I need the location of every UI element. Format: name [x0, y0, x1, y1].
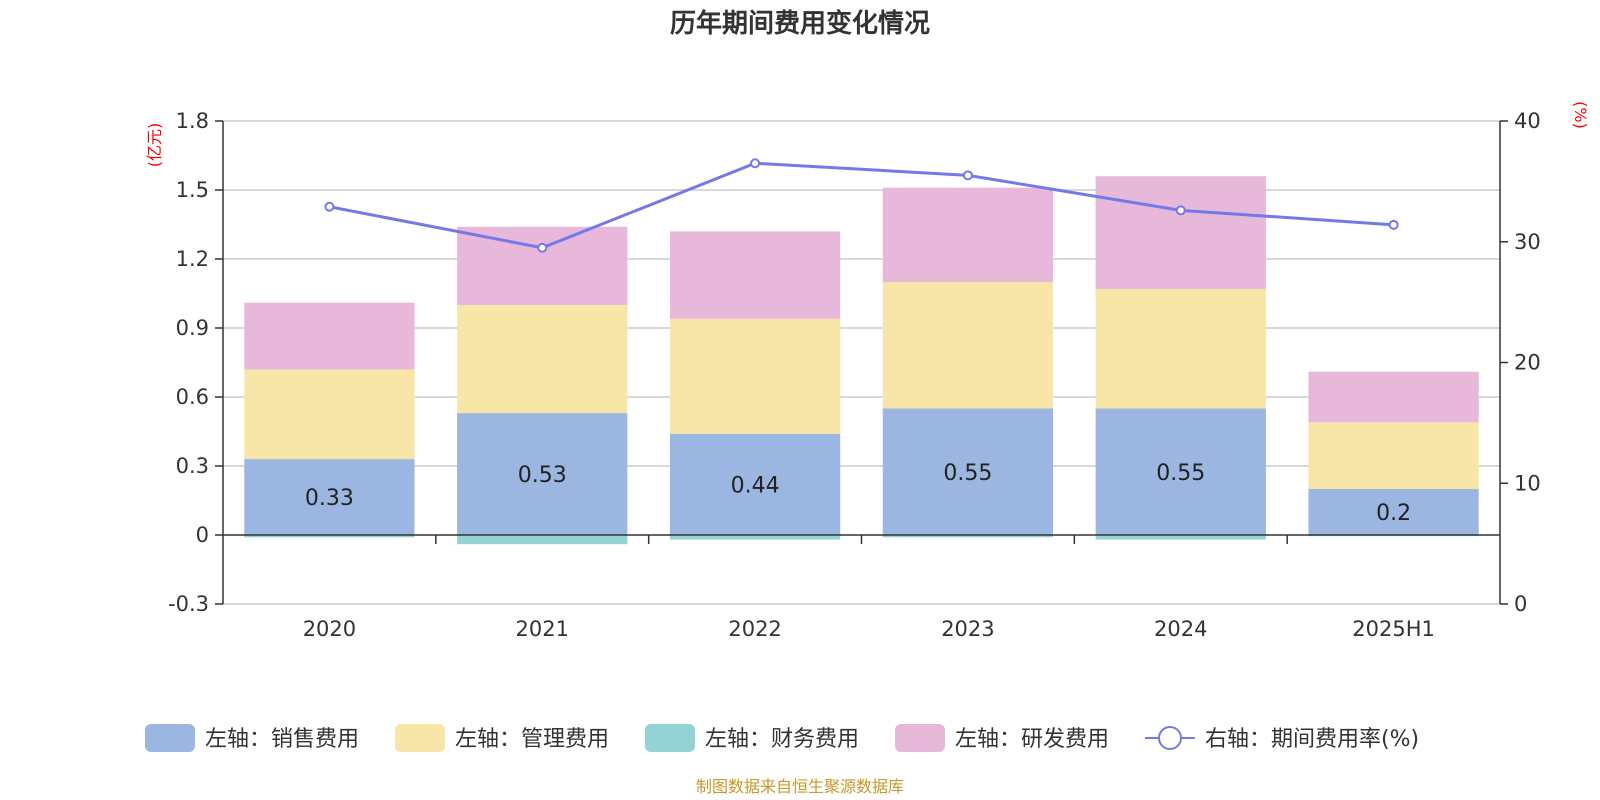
category-label: 2020	[303, 617, 356, 641]
legend: 左轴：销售费用 左轴：管理费用 左轴：财务费用 左轴：研发费用 右轴：期间费用率(%)	[145, 724, 1419, 752]
data-label: 0.33	[305, 486, 354, 511]
left-tick-label: 0.9	[176, 316, 209, 340]
rate-point	[324, 201, 335, 212]
left-tick-label: -0.3	[168, 592, 209, 616]
bar-segment	[882, 408, 1054, 535]
rate-point	[537, 242, 548, 253]
left-tick-label: 1.5	[176, 178, 209, 202]
data-label: 0.44	[731, 473, 780, 498]
legend-swatch	[145, 724, 195, 752]
legend-swatch	[395, 724, 445, 752]
legend-label: 左轴：管理费用	[455, 727, 609, 752]
bar-segment	[457, 226, 628, 305]
legend-marker	[1158, 726, 1182, 750]
right-tick-label: 0	[1514, 592, 1527, 616]
rate-line	[324, 158, 1399, 253]
bar-segment	[244, 535, 415, 538]
left-tick-label: 0	[196, 523, 209, 547]
bar-segment	[669, 231, 841, 319]
axes: 1.8 1.5 1.2 0.9 0.6 0.3 0 -0.3 40 30 20 10 0 2020 2021…	[168, 109, 1541, 641]
bar-segment	[882, 535, 1054, 538]
source-note: 制图数据来自恒生聚源数据库	[696, 777, 904, 796]
category-label: 2023	[941, 617, 994, 641]
legend-swatch	[645, 724, 695, 752]
grid-lines	[223, 120, 1500, 605]
bar-segment	[244, 302, 415, 370]
bar-segment	[1308, 371, 1479, 423]
category-label: 2025H1	[1352, 617, 1435, 641]
left-tick-label: 1.2	[176, 247, 209, 271]
rate-point	[1388, 219, 1399, 230]
data-label: 0.55	[1156, 461, 1205, 486]
category-label: 2021	[516, 617, 569, 641]
bar-segment	[244, 459, 415, 535]
chart-title: 历年期间费用变化情况	[670, 8, 930, 39]
left-tick-label: 1.8	[176, 109, 209, 133]
bar-segment	[1095, 408, 1266, 535]
left-tick-label: 0.6	[176, 385, 209, 409]
data-labels: 0.33 0.53 0.44 0.55 0.55 0.2	[305, 461, 1411, 526]
legend-label: 左轴：销售费用	[205, 727, 359, 752]
bar-segment	[457, 413, 628, 535]
right-tick-label: 20	[1514, 351, 1541, 375]
category-label: 2022	[728, 617, 781, 641]
right-tick-label: 40	[1514, 109, 1541, 133]
bar-segment	[669, 535, 841, 540]
bar-segment	[1095, 535, 1266, 540]
legend-swatch	[895, 724, 945, 752]
bar-segment	[457, 535, 628, 545]
bar-segment	[1308, 489, 1479, 535]
right-axis-unit: (%)	[1571, 101, 1590, 129]
rate-point	[962, 170, 973, 181]
bar-segment	[457, 305, 628, 414]
data-label: 0.55	[943, 461, 992, 486]
data-label: 0.53	[518, 463, 567, 488]
bar-segment	[1308, 422, 1479, 489]
bar-segment	[882, 187, 1054, 282]
bar-segment	[669, 433, 841, 535]
legend-label: 右轴：期间费用率(%)	[1205, 727, 1419, 752]
legend-label: 左轴：研发费用	[955, 727, 1109, 752]
rate-point	[750, 158, 761, 169]
rate-point	[1175, 205, 1186, 216]
left-axis-unit: (亿元)	[145, 123, 164, 168]
left-tick-label: 0.3	[176, 454, 209, 478]
bars	[244, 176, 1479, 545]
rate-line-path	[329, 161, 1394, 250]
bar-segment	[1095, 288, 1266, 409]
right-tick-label: 10	[1514, 471, 1541, 495]
right-tick-label: 30	[1514, 230, 1541, 254]
bar-segment	[244, 369, 415, 460]
bar-segment	[669, 318, 841, 434]
bar-segment	[1095, 176, 1266, 289]
legend-label: 左轴：财务费用	[705, 727, 859, 752]
category-label: 2024	[1154, 617, 1207, 641]
bar-segment	[882, 282, 1054, 409]
data-label: 0.2	[1376, 501, 1411, 526]
